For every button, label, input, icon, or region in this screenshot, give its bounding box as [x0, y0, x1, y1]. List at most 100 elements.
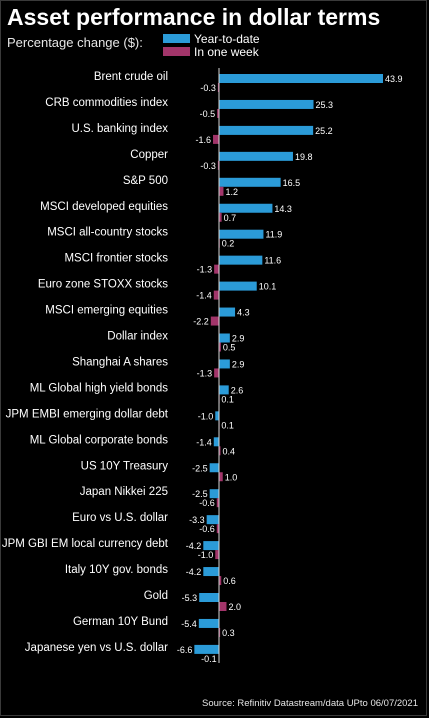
value-label-ytd: -4.2: [186, 541, 202, 551]
category-label: German 10Y Bund: [73, 616, 168, 628]
category-label: MSCI frontier stocks: [64, 253, 168, 265]
bar-ytd: [194, 644, 219, 654]
category-label: Italy 10Y gov. bonds: [65, 564, 168, 576]
bar-week: [213, 290, 219, 300]
category-label: Copper: [130, 149, 168, 161]
value-label-ytd: -1.4: [196, 437, 212, 447]
chart-subtitle: Percentage change ($):: [7, 35, 143, 50]
bar-week: [219, 446, 221, 456]
value-label-ytd: 14.3: [274, 204, 292, 214]
category-label: Brent crude oil: [94, 71, 168, 83]
bar-week: [219, 602, 227, 611]
bar-ytd: [215, 411, 219, 421]
value-label-week: -0.3: [200, 161, 216, 171]
value-label-week: -0.5: [200, 109, 216, 119]
category-label: U.S. banking index: [71, 123, 168, 135]
bar-ytd: [219, 333, 230, 343]
value-label-ytd: -4.2: [186, 567, 202, 577]
category-label: Japan Nikkei 225: [80, 486, 168, 498]
bar-week: [219, 627, 221, 637]
value-label-week: -0.6: [199, 524, 215, 534]
category-label: CRB commodities index: [45, 97, 168, 109]
bar-week: [210, 316, 219, 326]
legend-item-ytd: Year-to-date: [163, 31, 260, 46]
category-label: JPM EMBI emerging dollar debt: [6, 408, 169, 420]
bar-ytd: [219, 229, 264, 239]
value-label-week: 2.0: [228, 602, 241, 612]
category-label: Gold: [144, 590, 168, 602]
bar-week: [215, 550, 219, 560]
value-label-week: -1.4: [196, 291, 212, 301]
bar-ytd: [219, 74, 383, 83]
category-label: MSCI all-country stocks: [47, 227, 168, 239]
value-label-ytd: -2.5: [192, 489, 208, 499]
value-label-week: 0.1: [221, 420, 234, 430]
category-label: MSCI emerging equities: [45, 305, 168, 317]
bar-week: [219, 576, 222, 586]
chart-title: Asset performance in dollar terms: [7, 4, 381, 30]
value-label-week: -1.0: [198, 550, 214, 560]
bar-week: [219, 472, 223, 482]
value-label-week: -0.6: [199, 498, 215, 508]
bar-week: [213, 134, 219, 144]
chart-legend: Year-to-date In one week: [163, 31, 260, 59]
bar-week: [214, 264, 219, 274]
value-label-ytd: -3.3: [189, 515, 205, 525]
bar-week: [216, 498, 219, 508]
value-label-ytd: 4.3: [237, 308, 250, 318]
bar-ytd: [219, 255, 263, 265]
bar-week: [217, 83, 219, 92]
bar-ytd: [209, 463, 219, 473]
category-label: S&P 500: [123, 175, 168, 187]
legend-swatch-week: [163, 47, 190, 56]
category-label: Shanghai A shares: [72, 356, 168, 368]
value-label-week: 0.4: [222, 446, 235, 456]
value-label-ytd: 43.9: [385, 74, 403, 84]
category-label: Dollar index: [107, 331, 168, 343]
source-note: Source: Refinitiv Datastream/data UPto 0…: [202, 698, 418, 709]
bar-ytd: [219, 99, 314, 109]
bar-ytd: [219, 203, 273, 213]
value-label-week: 0.2: [222, 239, 235, 249]
value-label-week: -2.2: [193, 317, 209, 327]
value-label-ytd: -6.6: [177, 645, 193, 655]
bar-week: [219, 342, 221, 352]
bar-ytd: [209, 489, 219, 499]
bar-week: [217, 160, 219, 170]
bar-week: [219, 186, 224, 196]
category-label: JPM GBI EM local currency debt: [2, 538, 169, 550]
value-label-ytd: 11.9: [265, 230, 282, 240]
bar-week: [214, 368, 219, 378]
value-label-week: 0.3: [222, 628, 235, 638]
bar-ytd: [203, 541, 219, 551]
bar-week: [219, 212, 222, 222]
value-label-week: 0.6: [223, 576, 236, 586]
value-label-ytd: 25.3: [316, 100, 334, 110]
bar-ytd: [219, 359, 230, 369]
category-label: MSCI developed equities: [40, 201, 168, 213]
value-label-ytd: 2.9: [232, 334, 245, 344]
category-label: Japanese yen vs U.S. dollar: [25, 642, 168, 654]
value-label-week: 0.5: [223, 343, 236, 353]
value-label-week: -1.3: [197, 265, 213, 275]
value-label-week: 0.1: [221, 394, 234, 404]
value-label-ytd: 19.8: [295, 152, 313, 162]
legend-swatch-ytd: [163, 34, 190, 43]
legend-label-ytd: Year-to-date: [194, 31, 260, 46]
category-label: US 10Y Treasury: [81, 460, 169, 472]
value-label-week: 1.0: [225, 472, 238, 482]
value-label-ytd: 25.2: [315, 126, 333, 136]
value-label-ytd: 10.1: [259, 282, 277, 292]
bar-ytd: [219, 307, 236, 317]
category-label: ML Global corporate bonds: [30, 434, 169, 446]
value-label-week: -1.6: [196, 135, 212, 145]
bar-ytd: [219, 177, 281, 187]
value-label-week: -1.3: [197, 368, 213, 378]
bar-week: [217, 108, 219, 118]
category-label: Euro zone STOXX stocks: [38, 279, 168, 291]
bar-ytd: [199, 593, 219, 602]
value-label-week: 0.7: [224, 213, 237, 223]
value-label-ytd: -5.3: [182, 593, 198, 603]
